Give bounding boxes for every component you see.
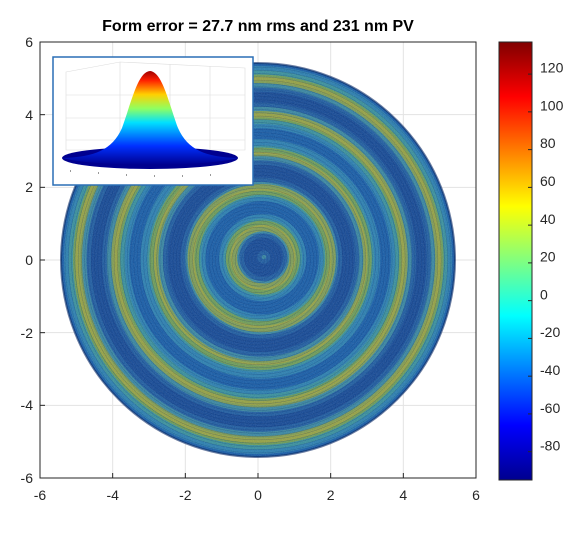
y-tick-label: 4 [25,107,33,123]
colorbar-label: 40 [540,211,556,227]
x-tick-label: -2 [179,487,192,503]
y-tick-label: -6 [21,470,34,486]
x-tick-label: 4 [399,487,407,503]
colorbar-ticks [528,73,532,453]
colorbar-label: -40 [540,362,560,378]
colorbar-label: 0 [540,286,548,302]
colorbar-label: -20 [540,324,560,340]
y-tick-label: 0 [25,252,33,268]
inset-axis-ticks [70,170,211,177]
y-tick-labels: 6 4 2 0 -2 -4 -6 [21,34,34,486]
x-tick-label: -4 [106,487,119,503]
x-tick-label: 0 [254,487,262,503]
form-error-map [60,62,456,458]
x-tick-labels: -6 -4 -2 0 2 4 6 [34,487,480,503]
colorbar-label: 100 [540,97,564,113]
colorbar-label: -60 [540,400,560,416]
x-tick-label: -6 [34,487,47,503]
colorbar-gradient [498,41,533,481]
y-tick-label: 2 [25,179,33,195]
colorbar-label: 60 [540,173,556,189]
y-tick-label: -4 [21,397,34,413]
x-tick-label: 2 [327,487,335,503]
x-tick-label: 6 [472,487,480,503]
y-tick-label: -2 [21,325,34,341]
colorbar-label: 20 [540,249,556,265]
colorbar-label: 80 [540,135,556,151]
y-tick-label: 6 [25,34,33,50]
inset-3d-surface [52,56,254,186]
colorbar-label: -80 [540,438,560,454]
axis-ticks [39,41,477,479]
colorbar: 120 100 80 60 40 20 0 -20 -40 -60 -80 [498,41,564,481]
colorbar-label: 120 [540,60,564,76]
inset-dome [62,71,238,165]
chart-title: Form error = 27.7 nm rms and 231 nm PV [102,18,414,35]
